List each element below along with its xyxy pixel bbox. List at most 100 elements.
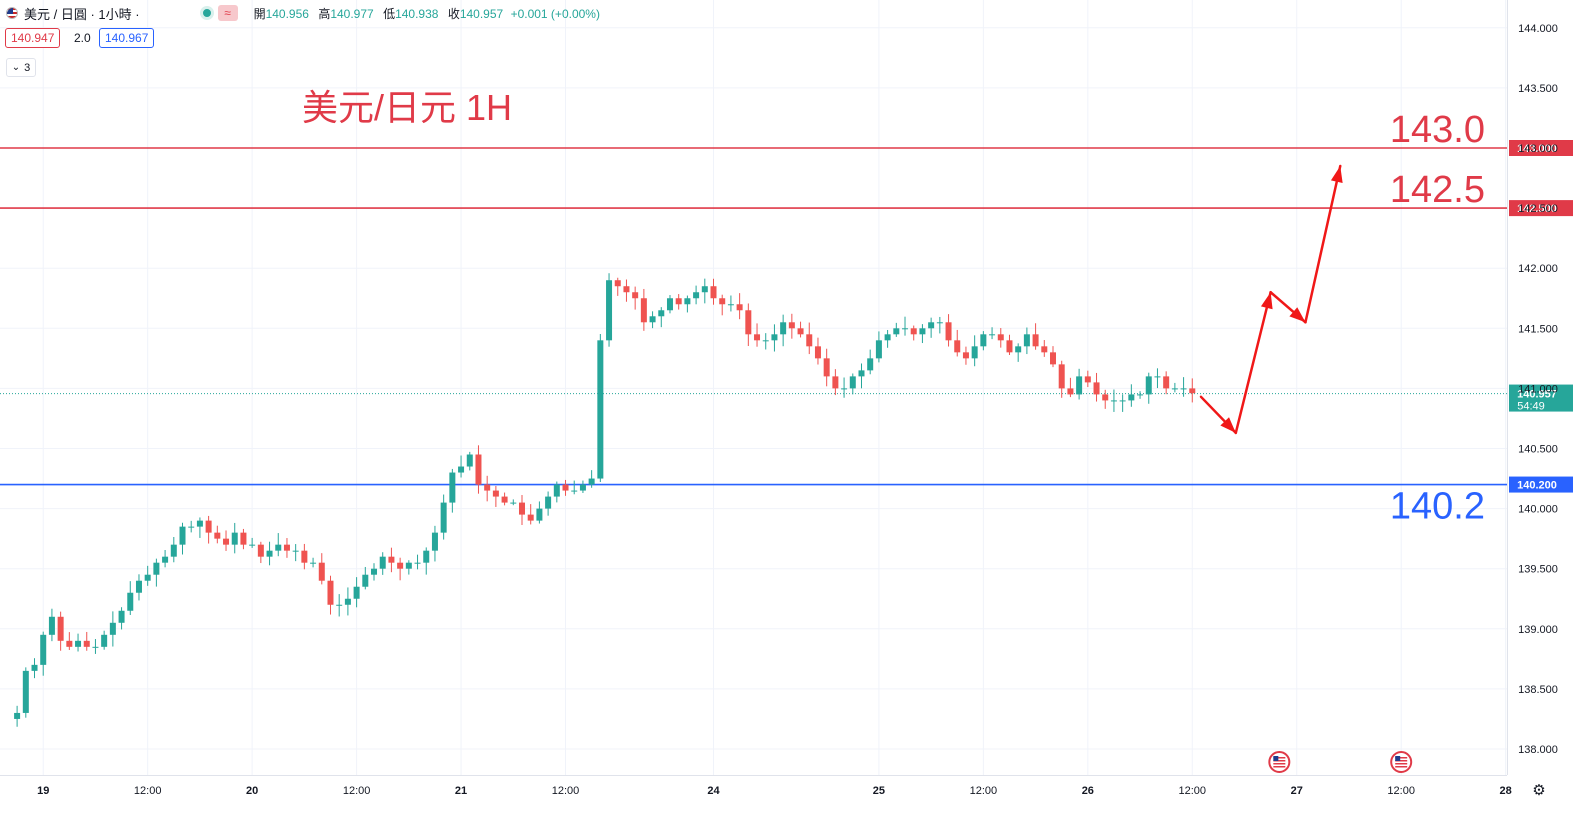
candle xyxy=(310,557,317,568)
candle xyxy=(1189,378,1196,403)
candle xyxy=(170,536,177,563)
gear-icon[interactable]: ⚙ xyxy=(1532,782,1546,799)
candle-body xyxy=(57,616,64,641)
event-flag-canton xyxy=(1273,756,1279,761)
time-tick-label: 12:00 xyxy=(134,785,162,797)
candle-body xyxy=(1180,388,1187,390)
candle-body xyxy=(510,502,517,504)
candle xyxy=(841,377,848,398)
candle-body xyxy=(283,544,290,551)
price-levels: 143.000 143.0 142.500 142.5 140.200 140.2 140.… xyxy=(0,109,1573,528)
candle xyxy=(1145,372,1152,404)
candle xyxy=(806,322,813,355)
candle xyxy=(466,451,473,471)
candle-body xyxy=(971,346,978,359)
candle xyxy=(379,552,386,575)
candle xyxy=(405,560,412,575)
candle-body xyxy=(858,370,865,377)
candle-body xyxy=(1171,388,1178,390)
time-tick-label: 19 xyxy=(37,785,49,797)
chart-grid xyxy=(0,0,1507,775)
candle-body xyxy=(240,532,247,545)
price-tick-label: 139.000 xyxy=(1518,624,1558,636)
candle-body xyxy=(997,334,1004,341)
candle xyxy=(371,563,378,581)
candle xyxy=(336,594,343,617)
candle xyxy=(501,492,508,506)
time-tick-label: 28 xyxy=(1500,785,1512,797)
candle xyxy=(658,307,665,328)
candle xyxy=(919,324,926,344)
price-level-big-label: 140.2 xyxy=(1390,486,1485,528)
market-open-dot-icon[interactable] xyxy=(199,6,214,20)
open-value: 140.956 xyxy=(265,6,309,21)
event-flag-stripe xyxy=(1273,763,1286,765)
candle-body xyxy=(301,550,308,563)
candle xyxy=(902,316,909,336)
event-flag-ring xyxy=(1268,751,1291,773)
price-tick-label: 142.000 xyxy=(1518,263,1558,275)
candle xyxy=(1006,334,1013,356)
candle xyxy=(527,504,534,525)
candle-body xyxy=(205,520,212,533)
candle-body xyxy=(31,664,38,671)
chart-title: 美元/日元 1H xyxy=(302,87,512,128)
candle-body xyxy=(588,478,595,485)
candle-body xyxy=(1189,388,1196,394)
candle-body xyxy=(1102,394,1109,401)
event-flag-stripe xyxy=(1273,757,1286,759)
indicator-toggle[interactable]: ⌄ 3 xyxy=(6,58,36,77)
projection-segment xyxy=(1304,164,1342,324)
event-flag-stripe xyxy=(1273,760,1286,762)
candle-body xyxy=(118,610,125,623)
candle xyxy=(1128,384,1135,407)
event-flag-stripe xyxy=(1395,763,1408,765)
buy-price-button[interactable]: 140.967 xyxy=(99,28,155,48)
time-tick-label: 20 xyxy=(246,785,258,797)
candle xyxy=(614,277,621,296)
candle-body xyxy=(1093,382,1100,395)
price-level-axis-badge xyxy=(1509,140,1573,156)
candle xyxy=(353,577,360,608)
candle xyxy=(449,468,456,513)
candle xyxy=(48,608,55,642)
candle-body xyxy=(1145,376,1152,395)
candle xyxy=(675,294,682,310)
event-flag-stripe xyxy=(1395,757,1408,759)
candle xyxy=(545,491,552,516)
candle-body xyxy=(1067,388,1074,395)
sell-price-button[interactable]: 140.947 xyxy=(5,28,61,48)
candle xyxy=(571,480,578,495)
candle xyxy=(1163,371,1170,395)
candle-body xyxy=(902,328,909,330)
candle xyxy=(867,349,874,375)
candle-body xyxy=(458,466,465,473)
time-tick-label: 21 xyxy=(455,785,467,797)
projection-arrows xyxy=(1199,164,1343,435)
price-tick-label: 144.000 xyxy=(1518,23,1558,35)
candle xyxy=(205,515,212,544)
symbol-title[interactable]: 美元 / 日圓 · 1小時 · xyxy=(24,6,140,22)
candle xyxy=(832,369,839,396)
delayed-data-icon[interactable]: ≈ xyxy=(217,5,238,21)
candle-body xyxy=(936,322,943,324)
candle xyxy=(423,547,430,575)
candle-body xyxy=(675,298,682,305)
candle xyxy=(162,549,169,568)
candle-body xyxy=(719,298,726,305)
candle xyxy=(283,538,290,558)
candle-body xyxy=(231,532,238,545)
candle-body xyxy=(153,562,160,575)
candle-body xyxy=(910,328,917,335)
candle xyxy=(884,329,891,348)
low-value: 140.938 xyxy=(395,6,439,21)
candle xyxy=(57,611,64,651)
candle-body xyxy=(344,598,351,605)
projection-arrowhead xyxy=(1260,292,1273,310)
candle xyxy=(257,541,264,564)
candle xyxy=(1032,323,1039,350)
candle-body xyxy=(371,568,378,575)
candle-body xyxy=(1032,334,1039,347)
candle-body xyxy=(614,280,621,287)
